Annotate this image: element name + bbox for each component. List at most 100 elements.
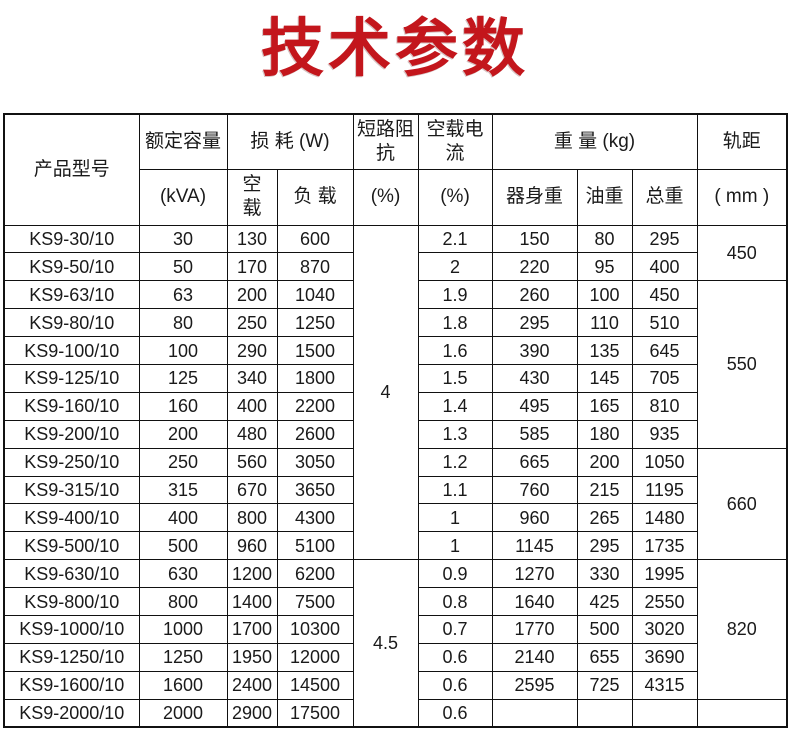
cell-load-loss: 1500 bbox=[276, 336, 354, 365]
table-row: KS9-400/10 400 800 4300 1 960 265 1480 bbox=[3, 503, 787, 533]
cell-model: KS9-1000/10 bbox=[3, 614, 140, 644]
cell-impedance: 4.5 bbox=[352, 559, 419, 728]
cell-oil-weight: 330 bbox=[576, 559, 633, 589]
cell-noload-loss: 560 bbox=[226, 447, 278, 477]
cell-oil-weight: 180 bbox=[576, 419, 633, 449]
cell-load-loss: 1800 bbox=[276, 363, 354, 393]
cell-noload-loss: 340 bbox=[226, 363, 278, 393]
cell-oil-weight: 110 bbox=[576, 308, 633, 338]
cell-load-loss: 4300 bbox=[276, 503, 354, 533]
cell-noload-current: 1.3 bbox=[417, 419, 493, 449]
cell-load-loss: 14500 bbox=[276, 670, 354, 700]
cell-noload-current: 1 bbox=[417, 531, 493, 561]
cell-oil-weight: 95 bbox=[576, 252, 633, 282]
cell-noload-current: 1.2 bbox=[417, 447, 493, 477]
header-loss-load: 负 载 bbox=[276, 168, 354, 226]
cell-oil-weight: 80 bbox=[576, 224, 633, 254]
cell-body-weight bbox=[491, 698, 578, 728]
cell-body-weight: 1640 bbox=[491, 587, 578, 616]
cell-body-weight: 150 bbox=[491, 224, 578, 254]
cell-noload-loss: 2900 bbox=[226, 698, 278, 728]
cell-kva: 50 bbox=[138, 252, 228, 282]
cell-body-weight: 1270 bbox=[491, 559, 578, 589]
page-title: 技术参数 bbox=[261, 14, 529, 84]
cell-total-weight bbox=[631, 698, 698, 728]
cell-noload-loss: 1700 bbox=[226, 614, 278, 644]
cell-model: KS9-125/10 bbox=[3, 363, 140, 393]
cell-kva: 160 bbox=[138, 391, 228, 421]
spec-table-body: KS9-30/10 30 130 600 4 2.1 150 80 295 450 KS9-50/1… bbox=[3, 224, 788, 728]
cell-total-weight: 3690 bbox=[631, 642, 698, 672]
cell-kva: 100 bbox=[138, 336, 228, 365]
table-row: KS9-30/10 30 130 600 4 2.1 150 80 295 450 bbox=[3, 224, 788, 561]
cell-oil-weight: 655 bbox=[576, 642, 633, 672]
cell-noload-loss: 200 bbox=[226, 280, 278, 310]
table-row: KS9-50/10 50 170 870 2 220 95 400 bbox=[3, 252, 787, 282]
cell-total-weight: 1480 bbox=[631, 503, 698, 533]
cell-model: KS9-800/10 bbox=[3, 587, 140, 616]
header-noload-current-unit: (%) bbox=[417, 168, 493, 226]
cell-gauge bbox=[696, 698, 788, 728]
cell-body-weight: 430 bbox=[491, 363, 578, 393]
cell-model: KS9-250/10 bbox=[3, 447, 140, 477]
cell-load-loss: 2600 bbox=[276, 419, 354, 449]
cell-body-weight: 220 bbox=[491, 252, 578, 282]
cell-model: KS9-100/10 bbox=[3, 336, 140, 365]
cell-body-weight: 2140 bbox=[491, 642, 578, 672]
cell-kva: 200 bbox=[138, 419, 228, 449]
cell-kva: 80 bbox=[138, 308, 228, 338]
cell-model: KS9-160/10 bbox=[3, 391, 140, 421]
header-capacity: 额定容量 bbox=[138, 113, 228, 170]
cell-total-weight: 1050 bbox=[631, 447, 698, 477]
cell-noload-current: 1.6 bbox=[417, 336, 493, 365]
cell-model: KS9-200/10 bbox=[3, 419, 140, 449]
cell-kva: 400 bbox=[138, 503, 228, 533]
cell-load-loss: 2200 bbox=[276, 391, 354, 421]
cell-kva: 630 bbox=[138, 559, 228, 589]
cell-oil-weight: 500 bbox=[576, 614, 633, 644]
cell-noload-current: 0.7 bbox=[417, 614, 493, 644]
cell-kva: 500 bbox=[138, 531, 228, 561]
cell-total-weight: 2550 bbox=[631, 587, 698, 616]
cell-noload-current: 0.9 bbox=[417, 559, 493, 589]
table-row: KS9-200/10 200 480 2600 1.3 585 180 935 bbox=[3, 419, 787, 449]
cell-noload-current: 1.5 bbox=[417, 363, 493, 393]
cell-noload-loss: 960 bbox=[226, 531, 278, 561]
cell-total-weight: 645 bbox=[631, 336, 698, 365]
cell-kva: 1600 bbox=[138, 670, 228, 700]
table-row: KS9-1000/10 1000 1700 10300 0.7 1770 500 3020 bbox=[3, 614, 787, 644]
cell-model: KS9-1250/10 bbox=[3, 642, 140, 672]
header-gauge-unit: ( mm ) bbox=[696, 168, 788, 226]
cell-total-weight: 3020 bbox=[631, 614, 698, 644]
cell-model: KS9-630/10 bbox=[3, 559, 140, 589]
header-impedance-unit: (%) bbox=[352, 168, 419, 226]
header-loss-noload: 空 载 bbox=[226, 168, 278, 226]
cell-kva: 1000 bbox=[138, 614, 228, 644]
cell-total-weight: 400 bbox=[631, 252, 698, 282]
cell-total-weight: 4315 bbox=[631, 670, 698, 700]
cell-noload-loss: 2400 bbox=[226, 670, 278, 700]
table-row: KS9-630/10 630 1200 6200 4.5 0.9 1270 330 1995 82… bbox=[3, 559, 788, 728]
cell-gauge: 450 bbox=[696, 224, 788, 282]
cell-load-loss: 5100 bbox=[276, 531, 354, 561]
cell-noload-loss: 480 bbox=[226, 419, 278, 449]
cell-load-loss: 870 bbox=[276, 252, 354, 282]
cell-total-weight: 295 bbox=[631, 224, 698, 254]
cell-kva: 1250 bbox=[138, 642, 228, 672]
cell-noload-loss: 800 bbox=[226, 503, 278, 533]
cell-total-weight: 450 bbox=[631, 280, 698, 310]
cell-noload-loss: 1400 bbox=[226, 587, 278, 616]
table-row: KS9-250/10 250 560 3050 1.2 665 200 1050 660 bbox=[3, 447, 788, 561]
cell-body-weight: 295 bbox=[491, 308, 578, 338]
cell-load-loss: 600 bbox=[276, 224, 354, 254]
cell-total-weight: 1735 bbox=[631, 531, 698, 561]
cell-model: KS9-500/10 bbox=[3, 531, 140, 561]
spec-table-header: 产品型号 额定容量 损 耗 (W) 短路阻 抗 空载电 流 重 量 (kg) 轨… bbox=[3, 113, 788, 226]
cell-noload-current: 0.6 bbox=[417, 698, 493, 728]
cell-noload-current: 0.6 bbox=[417, 642, 493, 672]
cell-oil-weight: 100 bbox=[576, 280, 633, 310]
header-gauge: 轨距 bbox=[696, 113, 788, 170]
cell-gauge: 820 bbox=[696, 559, 788, 700]
cell-body-weight: 2595 bbox=[491, 670, 578, 700]
cell-oil-weight bbox=[576, 698, 633, 728]
